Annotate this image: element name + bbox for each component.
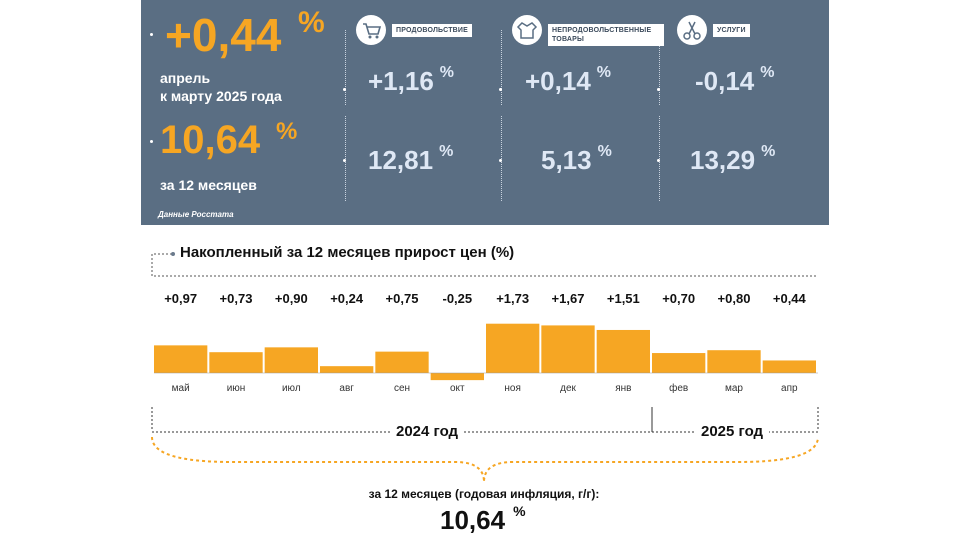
value-label-янв: +1,51 bbox=[607, 291, 640, 306]
category-label-июн: июн bbox=[227, 383, 246, 394]
nonfood-monthly-value: +0,14% bbox=[525, 64, 612, 96]
bar-июн bbox=[209, 352, 263, 373]
bullet-dot bbox=[343, 159, 346, 162]
bar-ноя bbox=[486, 323, 540, 373]
category-label-мар: мар bbox=[725, 383, 743, 394]
monthly-label-line1: апрель bbox=[160, 70, 211, 86]
bullet-dot bbox=[499, 88, 502, 91]
value-label-фев: +0,70 bbox=[662, 291, 695, 306]
bar-май bbox=[154, 345, 208, 373]
bar-июл bbox=[264, 347, 318, 373]
category-label-авг: авг bbox=[339, 383, 354, 394]
services-annual-value: 13,29% bbox=[690, 143, 776, 175]
bar-дек bbox=[541, 325, 595, 373]
year-label-2024: 2024 год bbox=[390, 423, 465, 440]
bar-янв bbox=[596, 329, 650, 373]
nonfood-annual-value: 5,13% bbox=[541, 143, 612, 175]
value-label-окт: -0,25 bbox=[443, 291, 473, 306]
value-label-авг: +0,24 bbox=[330, 291, 364, 306]
bullet-dot bbox=[150, 140, 153, 143]
bullet-dot bbox=[499, 159, 502, 162]
category-label-сен: сен bbox=[394, 383, 410, 394]
monthly-inflation-pct: % bbox=[298, 6, 325, 39]
annual-inflation-caption: за 12 месяцев (годовая инфляция, г/г): bbox=[368, 487, 600, 501]
clothing-icon bbox=[512, 15, 542, 45]
column-divider bbox=[659, 30, 660, 105]
value-label-июн: +0,73 bbox=[220, 291, 253, 306]
category-label-food: ПРОДОВОЛЬСТВИЕ bbox=[392, 24, 473, 37]
bar-апр bbox=[762, 360, 816, 373]
value-label-июл: +0,90 bbox=[275, 291, 308, 306]
source-note: Данные Росстата bbox=[158, 210, 234, 219]
year-label-2025: 2025 год bbox=[695, 423, 770, 440]
category-label-апр: апр bbox=[781, 383, 798, 394]
monthly-inflation-value: +0,44 bbox=[165, 9, 282, 61]
column-divider bbox=[501, 30, 502, 105]
value-label-сен: +0,75 bbox=[386, 291, 419, 306]
bullet-dot bbox=[657, 159, 660, 162]
bullet-dot bbox=[343, 88, 346, 91]
value-label-ноя: +1,73 bbox=[496, 291, 529, 306]
category-label-ноя: ноя bbox=[504, 383, 521, 394]
value-label-май: +0,97 bbox=[164, 291, 197, 306]
bar-фев bbox=[652, 353, 706, 373]
bar-сен bbox=[375, 351, 429, 373]
category-label-фев: фев bbox=[669, 382, 688, 394]
scissors-icon bbox=[677, 15, 707, 45]
category-label-окт: окт bbox=[450, 383, 465, 394]
annual-label: за 12 месяцев bbox=[160, 177, 257, 193]
value-label-апр: +0,44 bbox=[773, 291, 807, 306]
category-label-май: май bbox=[172, 383, 190, 394]
category-label-янв: янв bbox=[615, 383, 631, 394]
bullet-dot bbox=[657, 88, 660, 91]
category-label-июл: июл bbox=[282, 383, 301, 394]
annual-inflation-value: 10,64 bbox=[160, 118, 261, 162]
annual-inflation-pct: % bbox=[276, 118, 298, 145]
category-label-services: УСЛУГИ bbox=[713, 24, 750, 37]
monthly-label-line2: к марту 2025 года bbox=[160, 88, 282, 104]
column-divider bbox=[345, 30, 346, 105]
column-divider bbox=[501, 116, 502, 201]
annual-inflation-total: 10,64% bbox=[440, 503, 526, 535]
bar-окт bbox=[430, 373, 484, 381]
category-label-nonfood: НЕПРОДОВОЛЬСТВЕННЫЕ ТОВАРЫ bbox=[548, 24, 664, 46]
services-monthly-value: -0,14% bbox=[695, 64, 775, 96]
bar-мар bbox=[707, 350, 761, 373]
shopping-cart-icon bbox=[356, 15, 386, 45]
chart-title: Накопленный за 12 месяцев прирост цен (%… bbox=[180, 244, 515, 261]
bullet-dot bbox=[150, 33, 153, 36]
bar-авг bbox=[320, 366, 374, 373]
column-divider bbox=[659, 116, 660, 201]
food-annual-value: 12,81% bbox=[368, 143, 454, 175]
value-label-мар: +0,80 bbox=[718, 291, 751, 306]
food-monthly-value: +1,16% bbox=[368, 64, 455, 96]
category-label-дек: дек bbox=[560, 383, 576, 394]
summary-panel bbox=[141, 0, 829, 225]
column-divider bbox=[345, 116, 346, 201]
value-label-дек: +1,67 bbox=[552, 291, 585, 306]
